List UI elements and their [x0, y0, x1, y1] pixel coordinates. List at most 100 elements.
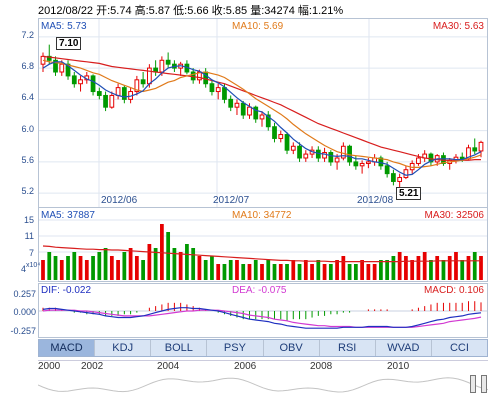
price-y-tick: 6.0: [21, 123, 34, 134]
volume-ma-line: [42, 245, 481, 263]
volume-bar: [185, 244, 189, 280]
candle-body: [247, 106, 252, 116]
candle-body: [322, 152, 327, 159]
macd-chart: [39, 301, 487, 329]
volume-bar: [366, 264, 371, 280]
dif-label: DIF: -0.022: [41, 285, 92, 296]
volume-bar: [341, 256, 346, 280]
volume-bar: [416, 256, 421, 280]
volume-bar: [72, 252, 77, 280]
ma30-label: MA30: 5.63: [432, 21, 484, 32]
candle-body: [71, 75, 77, 85]
ma10-line: [42, 59, 482, 168]
volume-bar: [122, 252, 127, 280]
candle-body: [222, 87, 227, 100]
candle-body: [165, 59, 171, 65]
volume-bar: [328, 264, 333, 280]
volume-bar: [128, 248, 133, 280]
volume-chart: [39, 219, 487, 280]
volume-bar: [479, 256, 483, 280]
volume-bar: [84, 260, 89, 280]
volume-bar: [435, 256, 440, 280]
tab-kdj[interactable]: KDJ: [95, 340, 152, 356]
volume-bar: [454, 252, 458, 280]
low-annotation: 5.21: [396, 187, 422, 200]
price-y-tick: 6.4: [21, 92, 34, 103]
candle-body: [53, 59, 58, 73]
x-tick-label: 2012/06: [101, 195, 138, 206]
volume-bar: [447, 256, 452, 280]
volume-bar: [372, 264, 377, 280]
tab-macd[interactable]: MACD: [39, 340, 96, 356]
candle-body: [78, 79, 83, 85]
timeline-handle-right[interactable]: [481, 375, 487, 393]
candle-body: [59, 63, 65, 73]
volume-bar: [203, 260, 208, 280]
tab-boll[interactable]: BOLL: [151, 340, 208, 356]
vol-y-tick: 15: [23, 215, 34, 225]
tab-wvad[interactable]: WVAD: [376, 340, 432, 356]
tab-rsi[interactable]: RSI: [320, 340, 376, 356]
candle-body: [403, 169, 409, 179]
indicator-tabs: MACD KDJ BOLL PSY OBV RSI WVAD CCI: [38, 339, 488, 357]
candle-body: [215, 87, 221, 93]
ma30-line: [42, 55, 481, 161]
timeline-line: [38, 377, 488, 393]
volume-bar: [91, 256, 95, 280]
vol-y-tick: 7: [28, 248, 34, 258]
candle-body: [278, 134, 284, 139]
candle-body: [478, 141, 484, 152]
volume-bar: [78, 256, 83, 280]
volume-bar: [397, 252, 402, 280]
macd-y-tick: 0.257: [13, 289, 36, 299]
timeline-year: 2010: [387, 361, 410, 372]
vol-y-tick: 11: [24, 231, 34, 241]
dif-line: [42, 307, 482, 329]
ma10-label: MA10: 5.69: [232, 21, 284, 32]
candle-body: [284, 134, 290, 151]
volume-bar: [141, 260, 145, 280]
candle-body: [272, 126, 277, 139]
tab-cci[interactable]: CCI: [449, 342, 469, 354]
volume-bar: [422, 252, 427, 280]
tab-psy[interactable]: PSY: [207, 340, 264, 356]
candle-body: [121, 87, 127, 100]
volume-bar: [59, 260, 64, 280]
candle-body: [328, 152, 334, 163]
vol-ma10-label: MA10: 34772: [232, 210, 292, 221]
volume-bar: [272, 264, 277, 280]
volume-bar: [103, 248, 108, 280]
candle-body: [297, 145, 302, 159]
volume-bar: [160, 224, 164, 280]
volume-bar: [472, 252, 477, 280]
volume-bar: [222, 264, 227, 280]
volume-bar: [466, 256, 471, 280]
candle-body: [303, 153, 309, 159]
volume-bar: [210, 256, 214, 280]
volume-bar: [172, 248, 177, 280]
volume-bar: [191, 248, 196, 280]
volume-bar: [241, 264, 246, 280]
timeline-handle-left[interactable]: [470, 375, 476, 393]
x-tick-label: 2012/08: [357, 195, 394, 206]
volume-bar: [360, 260, 364, 280]
candle-body: [209, 83, 215, 93]
volume-bar: [197, 256, 202, 280]
candle-body: [46, 55, 52, 61]
candle-body: [115, 87, 121, 96]
volume-bar: [253, 260, 258, 280]
timeline-year: 2006: [234, 361, 257, 372]
price-y-tick: 5.2: [21, 186, 34, 197]
price-y-tick: 7.2: [21, 29, 34, 40]
timeline-navigator[interactable]: 2000 2002 2004 2006 2008 2010: [38, 360, 488, 398]
timeline-year: 2002: [81, 361, 104, 372]
price-panel: MA5: 5.73 MA10: 5.69 MA30: 5.63 7.10 5.2…: [38, 18, 488, 208]
volume-bar: [109, 256, 114, 280]
candle-body: [340, 145, 346, 159]
candle-body: [253, 106, 259, 120]
candle-body: [365, 161, 371, 164]
price-y-tick: 5.6: [21, 154, 34, 165]
timeline-year: 2000: [38, 361, 61, 372]
tab-obv[interactable]: OBV: [264, 340, 320, 356]
candle-body: [459, 156, 465, 160]
